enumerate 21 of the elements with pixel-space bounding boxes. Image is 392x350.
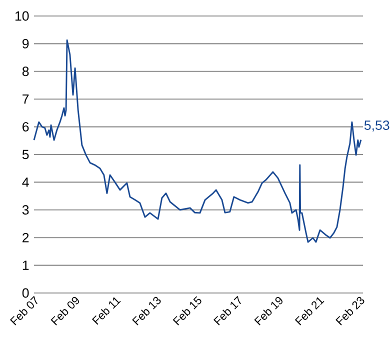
x-tick-label: Feb 21	[294, 297, 324, 326]
y-tick-label: 2	[22, 232, 29, 242]
y-tick-label: 0	[22, 288, 29, 298]
y-tick-label: 5	[22, 150, 29, 160]
x-tick-label: Feb 11	[92, 297, 121, 325]
y-tick-label: 8	[22, 66, 29, 76]
x-tick-label: Feb 13	[132, 296, 161, 326]
x-tick-label: Feb 15	[172, 296, 202, 326]
line-series	[33, 39, 362, 243]
x-tick-label: Feb 19	[254, 296, 282, 326]
y-tick-label: 7	[22, 94, 29, 104]
y-tick-label: 10	[15, 11, 29, 21]
y-tick-label: 9	[22, 38, 29, 48]
x-tick-label: Feb 09	[50, 296, 79, 326]
y-tick-label: 3	[22, 205, 29, 215]
y-tick-label: 4	[22, 178, 29, 187]
x-tick-label: Feb 17	[213, 296, 241, 326]
y-tick-label: 1	[22, 260, 29, 270]
x-tick-label: Feb 23	[336, 296, 364, 326]
y-tick-label: 6	[22, 122, 29, 132]
annotation: 5,53	[364, 120, 390, 132]
